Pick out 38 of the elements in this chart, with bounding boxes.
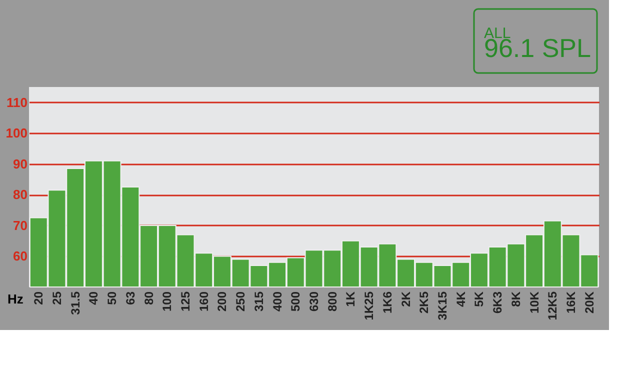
x-tick-label: 2K5 (417, 291, 432, 314)
x-tick-label: 500 (288, 291, 303, 312)
x-tick-label: 40 (86, 291, 101, 305)
x-tick-label: 400 (270, 291, 284, 312)
x-tick-label: 315 (252, 291, 266, 312)
x-tick-label: 200 (215, 291, 230, 312)
x-tick-label: 12K5 (546, 291, 560, 320)
x-tick-label: 25 (50, 291, 64, 305)
x-tick-label: 1K25 (362, 291, 376, 320)
x-tick-label: 3K15 (436, 291, 450, 320)
x-tick-label: 20K (582, 291, 596, 314)
x-tick-label: 160 (196, 291, 211, 312)
x-tick-label: 80 (142, 291, 156, 305)
x-tick-label: 1K6 (380, 291, 394, 314)
y-tick-label: 60 (13, 248, 28, 264)
x-tick-label: 8K (508, 291, 523, 307)
x-tick-label: 1K (344, 291, 358, 307)
x-tick-label: 100 (160, 291, 174, 312)
x-tick-label: 16K (564, 291, 578, 314)
x-tick-label: 31.5 (68, 291, 82, 315)
x-tick-label: 630 (307, 291, 321, 312)
x-tick-label: 10K (527, 291, 542, 314)
x-tick-label: 63 (123, 291, 138, 305)
y-tick-label: 80 (13, 187, 28, 202)
x-tick-label: 5K (472, 291, 486, 307)
x-tick-label: 6K3 (490, 291, 505, 314)
x-tick-label: 250 (234, 291, 248, 312)
x-tick-label: 2K (398, 291, 413, 307)
y-tick-label: 110 (6, 94, 28, 110)
x-tick-label: 4K (454, 291, 468, 307)
x-tick-label: 50 (105, 291, 120, 305)
x-tick-label: 20 (32, 291, 46, 305)
y-tick-label: 90 (13, 156, 28, 172)
x-tick-label: 125 (178, 291, 192, 312)
y-tick-label: 100 (6, 126, 28, 141)
y-tick-label: 70 (13, 218, 28, 233)
x-tick-label: 800 (325, 291, 340, 312)
x-axis-title: Hz (8, 292, 24, 306)
